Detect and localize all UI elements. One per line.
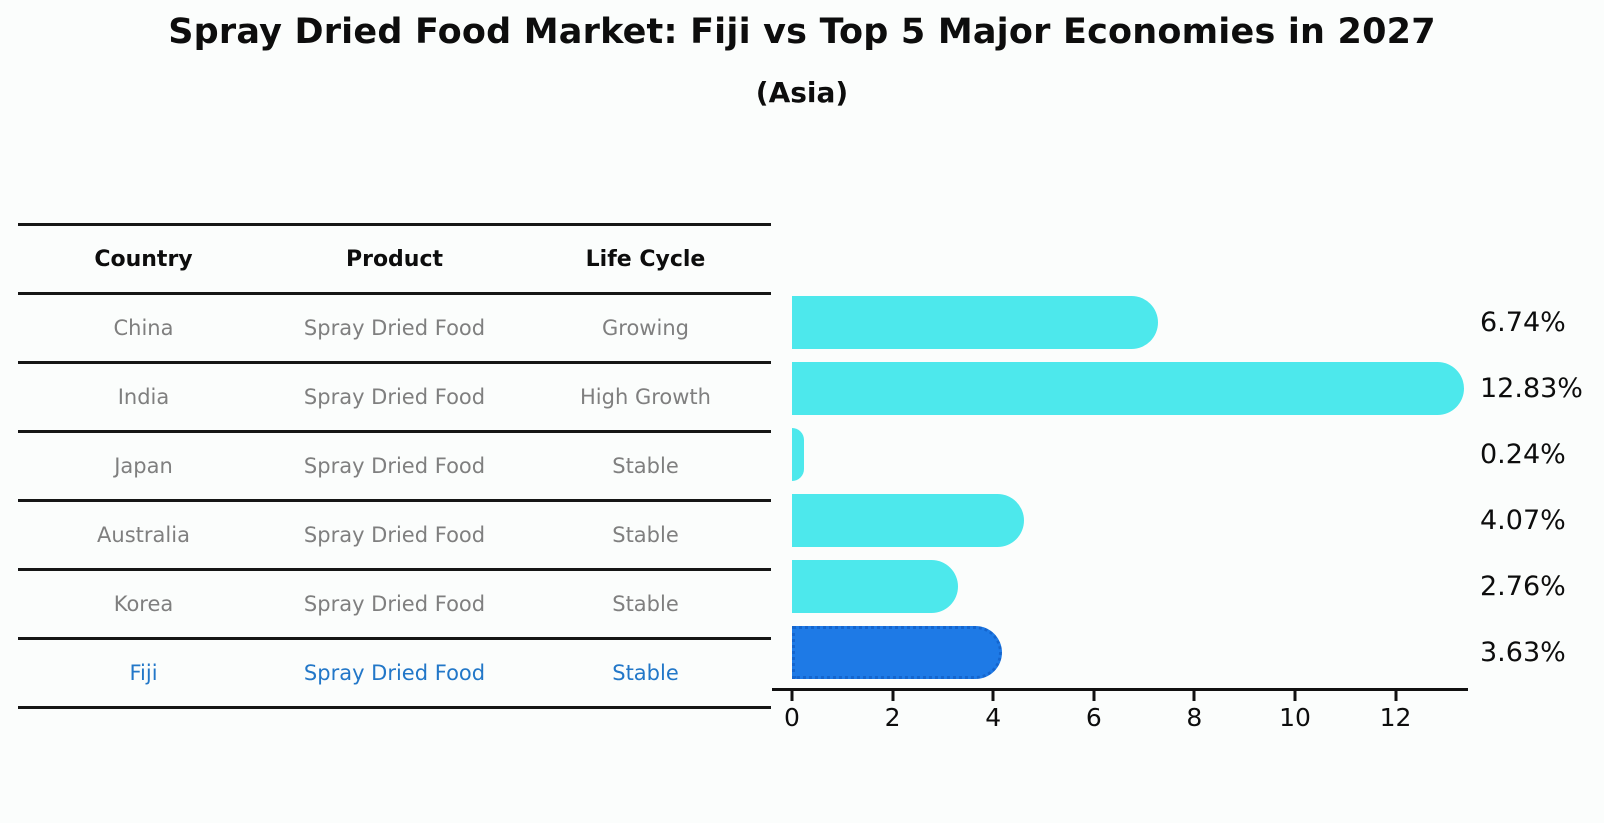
cell-country: China bbox=[113, 316, 174, 340]
table-row-fiji-highlight: Fiji Spray Dried Food Stable bbox=[18, 640, 771, 709]
x-tick-label: 12 bbox=[1379, 703, 1412, 732]
column-header-life-cycle: Life Cycle bbox=[585, 246, 706, 272]
x-tick-mark bbox=[1394, 691, 1398, 701]
bar-row bbox=[792, 289, 1468, 355]
value-label: 12.83% bbox=[1480, 372, 1583, 404]
cell-life-cycle: Growing bbox=[602, 316, 689, 340]
cell-country: Australia bbox=[97, 523, 190, 547]
cell-life-cycle: Stable bbox=[612, 592, 679, 616]
cell-life-cycle: Stable bbox=[612, 454, 679, 478]
x-tick-mark bbox=[1092, 691, 1096, 701]
cell-country: Fiji bbox=[129, 661, 158, 685]
chart-subtitle: (Asia) bbox=[755, 76, 849, 109]
cell-product: Spray Dried Food bbox=[303, 523, 486, 547]
x-tick-mark bbox=[891, 691, 895, 701]
bar-japan bbox=[792, 427, 805, 481]
cell-country: India bbox=[117, 385, 170, 409]
x-tick-mark bbox=[1192, 691, 1196, 701]
x-tick-label: 8 bbox=[1186, 703, 1203, 732]
table-row: India Spray Dried Food High Growth bbox=[18, 364, 771, 433]
cell-life-cycle: High Growth bbox=[580, 385, 711, 409]
cell-life-cycle: Stable bbox=[612, 661, 679, 685]
bar-plot bbox=[792, 289, 1468, 685]
value-label: 6.74% bbox=[1480, 306, 1566, 338]
table-row: Japan Spray Dried Food Stable bbox=[18, 433, 771, 502]
cell-product: Spray Dried Food bbox=[303, 454, 486, 478]
x-tick-label: 0 bbox=[784, 703, 800, 732]
country-table: Country Product Life Cycle China Spray D… bbox=[18, 223, 771, 709]
column-header-country: Country bbox=[94, 246, 193, 272]
bar-australia bbox=[792, 493, 1024, 547]
cell-product: Spray Dried Food bbox=[303, 661, 486, 685]
x-tick-label: 4 bbox=[985, 703, 1002, 732]
cell-product: Spray Dried Food bbox=[303, 592, 486, 616]
table-row: Korea Spray Dried Food Stable bbox=[18, 571, 771, 640]
column-header-product: Product bbox=[345, 246, 444, 272]
table-row: Australia Spray Dried Food Stable bbox=[18, 502, 771, 571]
cell-life-cycle: Stable bbox=[612, 523, 679, 547]
x-tick-mark bbox=[790, 691, 794, 701]
bar-row bbox=[792, 421, 1468, 487]
x-tick-mark bbox=[1293, 691, 1297, 701]
value-label: 4.07% bbox=[1480, 504, 1566, 536]
bar-row bbox=[792, 487, 1468, 553]
table-header-row: Country Product Life Cycle bbox=[18, 223, 771, 295]
cell-product: Spray Dried Food bbox=[303, 316, 486, 340]
chart-title: Spray Dried Food Market: Fiji vs Top 5 M… bbox=[168, 12, 1436, 52]
cell-product: Spray Dried Food bbox=[303, 385, 486, 409]
value-label: 0.24% bbox=[1480, 438, 1566, 470]
value-label: 3.63% bbox=[1480, 636, 1566, 668]
table-row: China Spray Dried Food Growing bbox=[18, 295, 771, 364]
x-tick-label: 10 bbox=[1279, 703, 1311, 732]
bar-row bbox=[792, 355, 1468, 421]
bar-india bbox=[792, 361, 1465, 415]
bar-china bbox=[792, 295, 1158, 349]
x-tick-mark bbox=[991, 691, 995, 701]
cell-country: Japan bbox=[114, 454, 173, 478]
cell-country: Korea bbox=[113, 592, 174, 616]
bar-row bbox=[792, 553, 1468, 619]
x-axis-line bbox=[772, 688, 1468, 691]
bar-korea bbox=[792, 559, 958, 613]
bar-fiji-highlight bbox=[792, 625, 1002, 679]
value-label: 2.76% bbox=[1480, 570, 1566, 602]
x-tick-label: 6 bbox=[1085, 703, 1102, 732]
x-tick-label: 2 bbox=[884, 703, 901, 732]
bar-row bbox=[792, 619, 1468, 685]
